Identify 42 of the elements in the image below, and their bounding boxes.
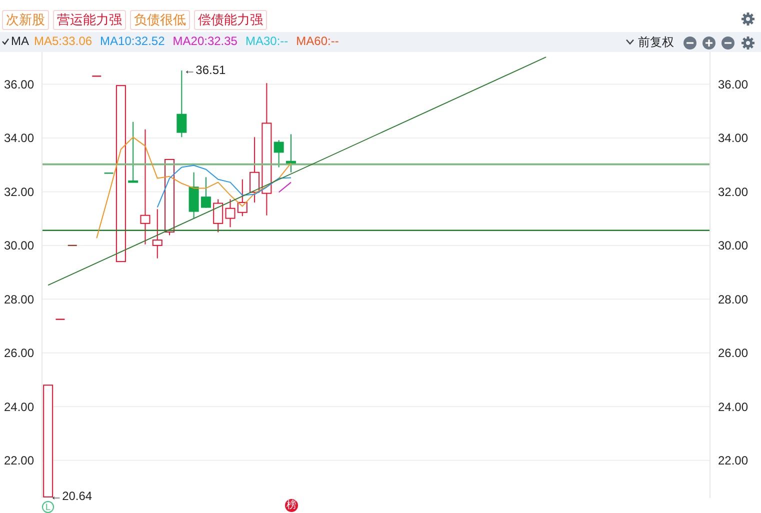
candlestick — [176, 70, 187, 138]
text: MA5:33.06 — [34, 34, 92, 48]
candlestick — [213, 198, 224, 233]
y-tick-label: 22.00 — [4, 454, 34, 468]
y2-tick-label: 26.00 — [718, 346, 748, 360]
y-tick-label: 32.00 — [4, 184, 34, 199]
y-tick-label: 24.00 — [4, 400, 34, 414]
y2-tick-label: 22.00 — [718, 454, 748, 468]
text: 负债很低 — [130, 10, 190, 30]
text: MA — [11, 34, 29, 48]
candlestick — [140, 128, 150, 245]
y-tick-label: 34.00 — [4, 131, 34, 146]
text: MA10:32.52 — [100, 34, 165, 48]
y-tick-label: 36.00 — [4, 78, 34, 92]
candlestick — [274, 140, 284, 168]
y2-tick-label: 30.00 — [718, 238, 748, 253]
y2-tick-label: 34.00 — [718, 131, 748, 146]
line-series — [156, 164, 292, 208]
candlestick — [152, 208, 162, 259]
annotation: ←20.64 — [50, 488, 92, 503]
candlestick — [128, 121, 138, 183]
y2-tick-label: 36.00 — [718, 78, 748, 92]
text: 偿债能力强 — [194, 10, 267, 30]
y2-tick-label: 32.00 — [718, 184, 748, 199]
legend-label: MA30:-- — [245, 34, 288, 48]
text: 次新股 — [2, 10, 49, 30]
circle-badge-icon: 榜 — [284, 499, 298, 512]
y2-tick-label: 24.00 — [718, 400, 748, 414]
candlestick — [250, 136, 260, 203]
y-tick-label: 26.00 — [4, 346, 34, 360]
circle-letter-icon: L — [42, 501, 54, 513]
y2-tick-label: 28.00 — [718, 292, 748, 306]
candlestick — [237, 178, 248, 217]
y-tick-label: 30.00 — [4, 238, 34, 253]
text: MA20:32.35 — [172, 34, 238, 48]
text: 营运能力强 — [53, 10, 126, 30]
candlestick — [200, 176, 211, 208]
y-tick-label: 28.00 — [4, 292, 34, 306]
candlestick — [225, 198, 236, 228]
text: 前复权 — [638, 34, 674, 51]
annotation: ←36.51 — [184, 62, 226, 77]
legend-label: MA60:-- — [296, 34, 339, 48]
